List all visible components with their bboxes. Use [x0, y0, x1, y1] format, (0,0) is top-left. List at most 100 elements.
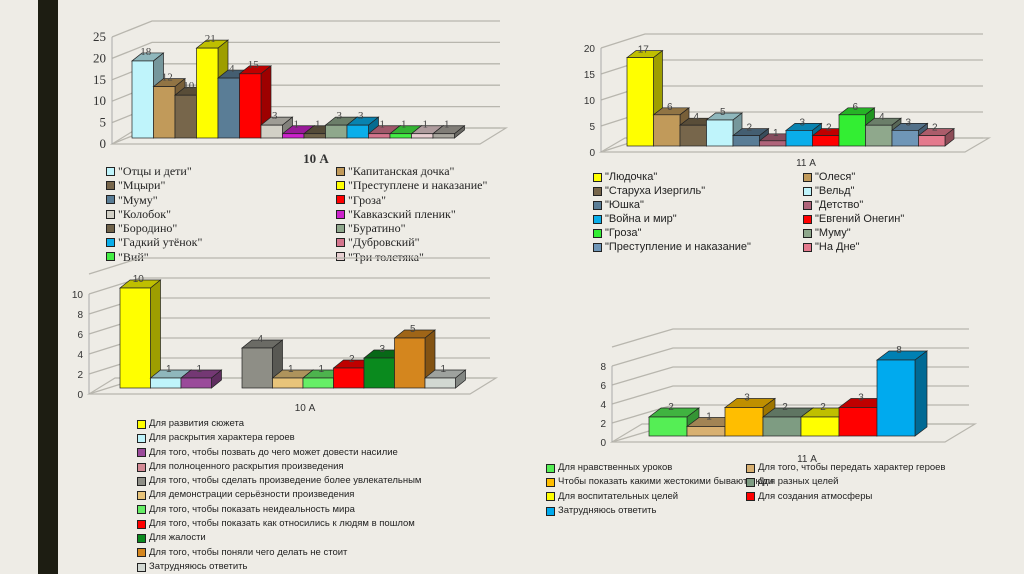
- legend-item: Для развития сюжета: [137, 417, 421, 431]
- legend-swatch: [746, 463, 755, 473]
- legend-item: "Отцы и дети": [106, 164, 336, 178]
- legend-item: "Детство": [803, 198, 1023, 212]
- legend-swatch: [137, 505, 146, 515]
- legend-label: Для демонстрации серьёзности произведени…: [149, 489, 355, 501]
- legend-label: Для развития сюжета: [149, 418, 244, 429]
- legend-swatch: [137, 476, 146, 486]
- legend-label: "Гроза": [348, 192, 387, 207]
- bar-data-label: 1: [294, 119, 300, 131]
- bar-data-label: 15: [248, 59, 260, 71]
- bar-data-label: 4: [257, 334, 263, 345]
- legend-item: Для демонстрации серьёзности произведени…: [137, 488, 421, 502]
- legend-swatch: [336, 209, 345, 219]
- legend-swatch: [803, 172, 812, 182]
- bar-data-label: 1: [444, 119, 450, 131]
- legend-label: "Вий": [118, 249, 149, 264]
- legend-label: "Людочка": [605, 171, 658, 183]
- legend-swatch: [137, 419, 146, 429]
- y-tick-label: 25: [93, 29, 106, 44]
- legend-label: "Муму": [815, 227, 851, 239]
- legend-label: "Юшка": [605, 199, 644, 211]
- bar-data-label: 2: [668, 402, 674, 413]
- legend-label: "Гадкий утёнок": [118, 235, 203, 250]
- legend-swatch: [803, 228, 812, 238]
- legend-item: "Вельд": [803, 184, 1023, 198]
- bar-data-label: 3: [272, 110, 278, 122]
- bar-data-label: 17: [638, 45, 650, 56]
- legend-item: "Муму": [803, 226, 1023, 240]
- bar: [917, 127, 956, 147]
- bar-data-label: 2: [820, 402, 826, 413]
- legend-swatch: [106, 195, 115, 205]
- bar-data-label: 10: [133, 274, 145, 285]
- bar-data-label: 1: [315, 119, 321, 131]
- bar-data-label: 2: [826, 123, 832, 134]
- bar: [393, 329, 436, 389]
- legend-swatch: [336, 223, 345, 233]
- legend-swatch: [137, 562, 146, 572]
- bar-data-label: 2: [932, 123, 938, 134]
- legend-label: "Евгений Онегин": [815, 213, 905, 225]
- x-axis-label: 10 А: [295, 403, 316, 414]
- c3-svg: 0 2 4 6 8 10 10 1 1 4 1 1 2 3 5 1 10 А: [72, 257, 499, 414]
- c1-svg: 0 5 10 15 20 25 18 12 10 21 4 15 3 1 1 3 3 1 1 1 1 10 А: [93, 20, 509, 166]
- legend-item: "Преступление и наказание": [593, 240, 803, 254]
- bar-data-label: 3: [358, 110, 364, 122]
- gridline: [88, 277, 490, 295]
- legend-swatch: [137, 548, 146, 558]
- bar-data-label: 5: [720, 107, 726, 118]
- bar-data-label: 2: [349, 354, 355, 365]
- legend-label: "Война и мир": [605, 213, 677, 225]
- gridline: [611, 385, 969, 405]
- slide-left-border: [38, 0, 58, 574]
- legend-swatch: [546, 477, 555, 487]
- legend-swatch: [106, 180, 115, 190]
- gridline: [111, 41, 500, 60]
- legend-label: Для раскрытия характера героев: [149, 432, 295, 444]
- legend-item: "Мцыри": [106, 178, 336, 192]
- legend-item: "Гроза": [593, 226, 803, 240]
- gridline: [600, 33, 983, 49]
- legend-swatch: [803, 200, 812, 210]
- legend-item: "Евгений Онегин": [803, 212, 1023, 226]
- legend-item: "Старуха Изергиль": [593, 184, 803, 198]
- bar: [432, 124, 466, 139]
- bar: [837, 107, 876, 147]
- legend-swatch: [106, 223, 115, 233]
- legend-swatch: [336, 195, 345, 205]
- legend-11a-books: "Людочка" "Олеся" "Старуха Изергиль" "Вельд…: [593, 170, 1023, 254]
- bar-data-label: 3: [744, 393, 750, 404]
- y-tick-label: 8: [600, 362, 606, 373]
- gridline: [111, 20, 500, 38]
- legend-swatch: [137, 491, 146, 501]
- legend-label: "Гроза": [605, 227, 642, 239]
- bar-data-label: 1: [706, 412, 712, 423]
- legend-swatch: [137, 433, 146, 443]
- chart-floor: [609, 423, 978, 443]
- bar-data-label: 4: [879, 112, 885, 123]
- bar-data-label: 5: [410, 324, 416, 335]
- y-tick-label: 2: [77, 370, 83, 381]
- legend-swatch: [106, 252, 115, 262]
- legend-label: "Три толстяка": [348, 249, 424, 264]
- y-tick-label: 5: [100, 115, 107, 130]
- legend-item: "Гадкий утёнок": [106, 235, 336, 249]
- legend-swatch: [336, 166, 345, 176]
- legend-item: "Война и мир": [593, 212, 803, 226]
- legend-item: "Буратино": [336, 221, 536, 235]
- bar: [647, 407, 701, 437]
- legend-item: "Капитанская дочка": [336, 164, 536, 178]
- legend-label: "Дубровский": [348, 235, 420, 250]
- y-tick-label: 10: [584, 96, 596, 107]
- chart-11a-reasons: 0 2 4 6 8 2 1 3 2 2 3 8 11 А: [560, 328, 980, 470]
- chart-10a-reasons: 0 2 4 6 8 10 10 1 1 4 1 1 2 3 5 1 10 А: [60, 257, 510, 418]
- bar: [723, 397, 777, 437]
- bar-data-label: 10: [183, 80, 195, 92]
- legend-label: "Мцыри": [118, 178, 166, 193]
- legend-swatch: [546, 463, 555, 473]
- bar-data-label: 1: [380, 119, 386, 131]
- legend-label: "Отцы и дети": [118, 164, 192, 178]
- legend-label: Для того, чтобы показать как относились …: [149, 518, 415, 530]
- legend-label: "Олеся": [815, 171, 856, 183]
- legend-item: "Колобок": [106, 207, 336, 221]
